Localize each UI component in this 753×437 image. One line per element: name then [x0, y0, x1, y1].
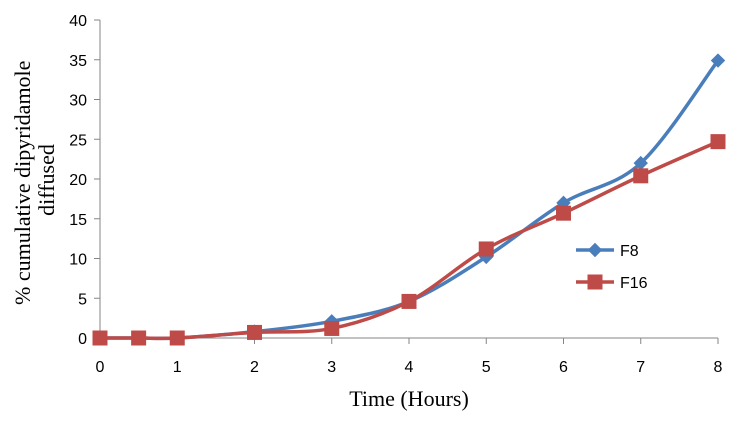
y-axis-title: % cumulative dipyridamole diffused — [10, 55, 59, 305]
x-tick-label: 0 — [96, 359, 105, 376]
legend-item-f8: F8 — [576, 242, 639, 260]
y-tick-label: 20 — [69, 172, 87, 189]
y-tick-label: 30 — [69, 93, 87, 110]
x-tick-label: 5 — [482, 359, 491, 376]
data-point-f16 — [633, 168, 649, 184]
x-tick-label: 6 — [559, 359, 568, 376]
series-markers — [92, 53, 726, 346]
data-point-f16 — [324, 320, 340, 336]
y-tick-label: 40 — [69, 13, 87, 30]
x-axis-ticks: 0 1 2 3 4 5 6 7 8 — [96, 338, 723, 376]
y-tick-label: 35 — [69, 53, 87, 70]
legend: F8 F16 — [576, 242, 648, 292]
y-axis-title-line-2: diffused — [34, 144, 59, 216]
data-point-f16 — [92, 330, 108, 346]
x-tick-label: 8 — [714, 359, 723, 376]
y-tick-label: 10 — [69, 252, 87, 269]
data-point-f16 — [131, 330, 147, 346]
y-axis-ticks: 0 5 10 15 20 25 30 35 40 — [69, 13, 100, 348]
data-point-f16 — [401, 293, 417, 309]
series-line-f16 — [98, 139, 720, 341]
data-point-f16 — [556, 205, 571, 221]
x-tick-label: 2 — [250, 359, 259, 376]
data-point-f16 — [247, 324, 262, 340]
x-tick-label: 4 — [405, 359, 414, 376]
data-point-f16 — [478, 241, 494, 257]
x-axis-title: Time (Hours) — [349, 386, 469, 411]
data-point-f16 — [169, 330, 185, 346]
y-tick-label: 5 — [78, 291, 87, 308]
legend-marker — [587, 274, 603, 290]
plot-area: 0 5 10 15 20 25 30 35 40 0 1 2 3 4 5 6 7 8 — [69, 13, 726, 376]
legend-marker — [587, 242, 603, 258]
x-tick-label: 1 — [173, 359, 182, 376]
x-tick-label: 3 — [327, 359, 336, 376]
data-point-f8 — [710, 53, 726, 68]
y-tick-label: 15 — [69, 212, 87, 229]
y-tick-label: 25 — [69, 132, 87, 149]
data-point-f16 — [710, 134, 726, 150]
legend-label: F8 — [620, 243, 639, 260]
x-tick-label: 7 — [636, 359, 645, 376]
y-tick-label: 0 — [78, 331, 87, 348]
y-axis-title-line-1: % cumulative dipyridamole — [10, 61, 35, 305]
legend-item-f16: F16 — [576, 274, 648, 292]
legend-label: F16 — [620, 275, 648, 292]
